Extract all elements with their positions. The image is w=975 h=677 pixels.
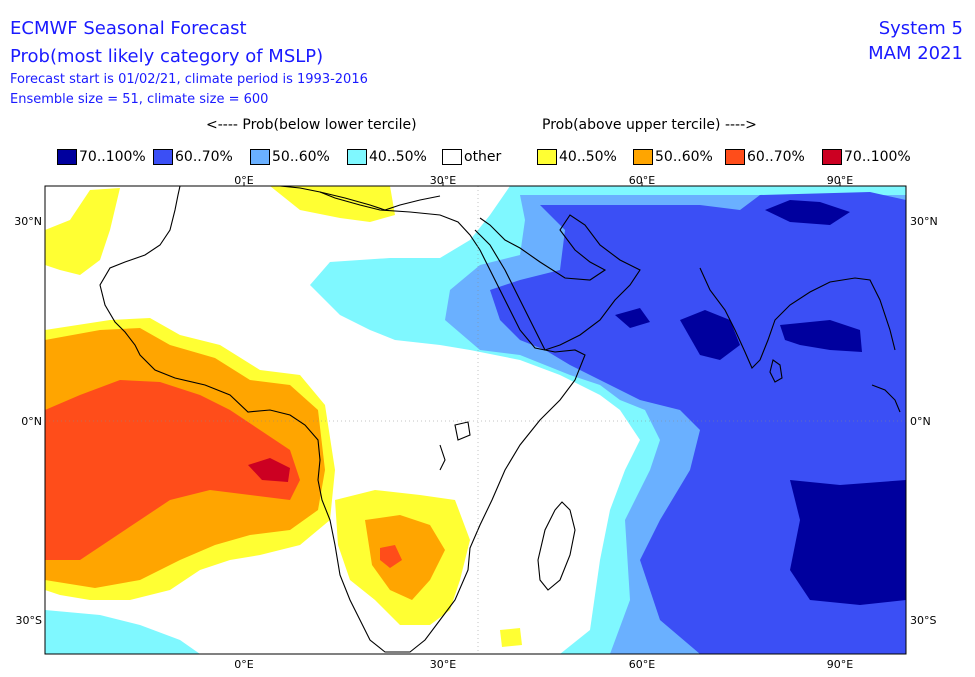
india-coastline [699,267,896,369]
north-coastline [319,191,441,211]
legend-swatch [347,149,367,165]
region-40-50-above-northwest [45,188,120,275]
legend-swatch [822,149,842,165]
season-label: MAM 2021 [868,43,963,64]
legend-item: 70..100% [57,148,146,166]
region-70-100-above-west-africa [248,458,290,482]
lake-tanganyika-coastline [439,444,446,471]
legend-label: 40..50% [369,149,427,165]
legend-label: 50..60% [655,149,713,165]
legend-label: 60..70% [175,149,233,165]
coastlines [99,186,901,653]
below-tercile-label: <---- Prob(below lower tercile) [206,117,417,133]
region-70-100-below-bay-of-bengal [780,320,862,352]
legend-swatch [57,149,77,165]
bottom-tick-30e: 30°E [430,658,456,671]
legend-swatch [250,149,270,165]
legend-item: 40..50% [347,148,427,166]
legend-label: 50..60% [272,149,330,165]
lon-ticks-bottom: 0°E 30°E 60°E 90°E [234,658,853,671]
region-40-50-above-south-patch [500,628,522,647]
legend-item: 60..70% [725,148,805,166]
region-70-100-below-arabian-sea [680,310,740,360]
map-frame [44,185,907,655]
region-70-100-below-north [765,200,850,225]
subtitle: Prob(most likely category of MSLP) [10,46,324,67]
region-60-70-above-west-africa [45,380,300,560]
above-tercile-label: Prob(above upper tercile) ----> [542,117,757,133]
madagascar-coastline [537,501,576,591]
lake-victoria-coastline [454,421,471,441]
legend-label: 40..50% [559,149,617,165]
region-40-50-above-north-africa [270,186,395,222]
ensemble-info: Ensemble size = 51, climate size = 600 [10,92,269,107]
legend-swatch [153,149,173,165]
bottom-tick-60e: 60°E [629,658,655,671]
system-label: System 5 [878,18,963,39]
sumatra-coastline [871,384,901,413]
right-tick-0n: 0°N [910,415,931,428]
legend-label: other [464,149,502,165]
lon-ticks-top: 0°E 30°E 60°E 90°E [234,174,853,187]
africa-coastline [99,186,586,653]
top-tick-90e: 90°E [827,174,853,187]
sri-lanka-coastline [769,359,783,383]
legend-label: 70..100% [79,149,146,165]
lat-ticks-right: 30°N 0°N 30°S [910,215,938,627]
legend-swatch [725,149,745,165]
legend-item: 50..60% [250,148,330,166]
left-tick-0n: 0°N [21,415,42,428]
right-tick-30s: 30°S [910,614,936,627]
legend-label: 60..70% [747,149,805,165]
bottom-tick-90e: 90°E [827,658,853,671]
left-tick-30s: 30°S [16,614,42,627]
region-70-100-below-southeast [790,480,906,605]
region-40-50-below-southwest [45,610,200,654]
title: ECMWF Seasonal Forecast [10,18,247,39]
arabia-coastline [474,214,641,351]
top-tick-60e: 60°E [629,174,655,187]
right-tick-30n: 30°N [910,215,938,228]
left-tick-30n: 30°N [14,215,42,228]
bottom-tick-0e: 0°E [234,658,253,671]
legend-item: 70..100% [822,148,911,166]
legend-item: 60..70% [153,148,233,166]
legend-item: 40..50% [537,148,617,166]
legend-swatch [442,149,462,165]
region-70-100-below-arabia [615,308,650,328]
probability-field [45,186,906,654]
region-60-70-above-southern-africa [380,545,402,568]
legend-swatch [633,149,653,165]
legend-item: 50..60% [633,148,713,166]
legend-swatch [537,149,557,165]
top-tick-0e: 0°E [234,174,253,187]
top-tick-30e: 30°E [430,174,456,187]
legend-label: 70..100% [844,149,911,165]
legend-item: other [442,148,501,166]
forecast-info: Forecast start is 01/02/21, climate peri… [10,72,368,87]
region-50-60-above-southern-africa [365,515,445,600]
lat-ticks-left: 30°N 0°N 30°S [14,215,42,627]
